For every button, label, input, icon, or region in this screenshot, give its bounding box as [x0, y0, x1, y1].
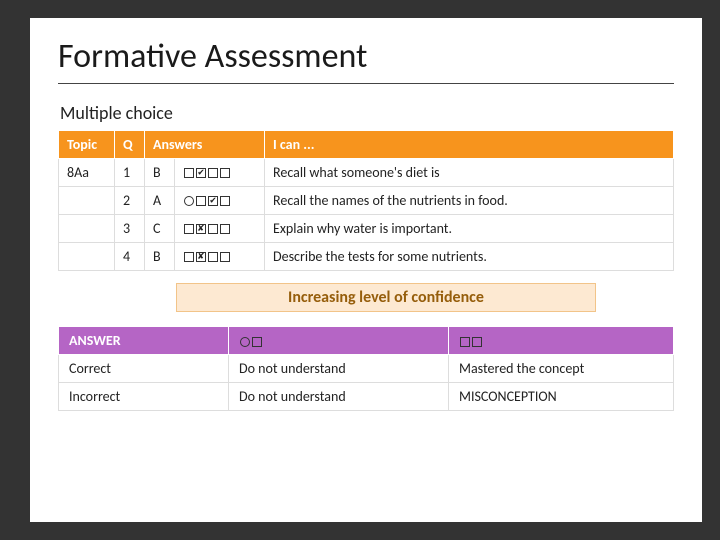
cell-marks	[175, 215, 265, 243]
cell-ican: Describe the tests for some nutrients.	[265, 243, 674, 271]
th-high	[449, 327, 674, 355]
table-row: 4 B Describe the tests for some nutrient…	[59, 243, 674, 271]
cell-ican: Recall what someone's diet is	[265, 159, 674, 187]
cell-ans: A	[145, 187, 175, 215]
legend-table: ANSWER Correct Do not understand Mastere…	[58, 326, 674, 411]
table-row: 3 C Explain why water is important.	[59, 215, 674, 243]
cell-ans: B	[145, 243, 175, 271]
table-row: 8Aa 1 B Recall what someone's diet is	[59, 159, 674, 187]
cell-topic-empty	[59, 243, 115, 271]
legend-row: Correct Do not understand Mastered the c…	[59, 355, 674, 383]
legend-low: Do not understand	[229, 355, 449, 383]
cell-q: 4	[115, 243, 145, 271]
cell-marks	[175, 159, 265, 187]
cell-marks	[175, 243, 265, 271]
answers-table: Topic Q Answers I can ... 8Aa 1 B Recall…	[58, 130, 674, 271]
cell-ans: B	[145, 159, 175, 187]
cell-topic-empty	[59, 215, 115, 243]
th-answers: Answers	[145, 131, 265, 159]
table-row: 2 A Recall the names of the nutrients in…	[59, 187, 674, 215]
th-topic: Topic	[59, 131, 115, 159]
th-low	[229, 327, 449, 355]
legend-answer: Incorrect	[59, 383, 229, 411]
legend-high: Mastered the concept	[449, 355, 674, 383]
th-answer: ANSWER	[59, 327, 229, 355]
slide: Formative Assessment Multiple choice Top…	[0, 0, 720, 540]
legend-low: Do not understand	[229, 383, 449, 411]
legend-answer: Correct	[59, 355, 229, 383]
cell-topic-empty	[59, 187, 115, 215]
confidence-label: Increasing level of confidence	[176, 283, 596, 312]
cell-ans: C	[145, 215, 175, 243]
subtitle: Multiple choice	[60, 102, 674, 124]
legend-high: MISCONCEPTION	[449, 383, 674, 411]
cell-q: 2	[115, 187, 145, 215]
title-underline	[58, 83, 674, 84]
cell-ican: Recall the names of the nutrients in foo…	[265, 187, 674, 215]
th-ican: I can ...	[265, 131, 674, 159]
table-header-row: Topic Q Answers I can ...	[59, 131, 674, 159]
cell-topic: 8Aa	[59, 159, 115, 187]
page-title: Formative Assessment	[58, 36, 674, 77]
legend-row: Incorrect Do not understand MISCONCEPTIO…	[59, 383, 674, 411]
cell-ican: Explain why water is important.	[265, 215, 674, 243]
cell-q: 3	[115, 215, 145, 243]
th-q: Q	[115, 131, 145, 159]
cell-marks	[175, 187, 265, 215]
legend-header-row: ANSWER	[59, 327, 674, 355]
cell-q: 1	[115, 159, 145, 187]
